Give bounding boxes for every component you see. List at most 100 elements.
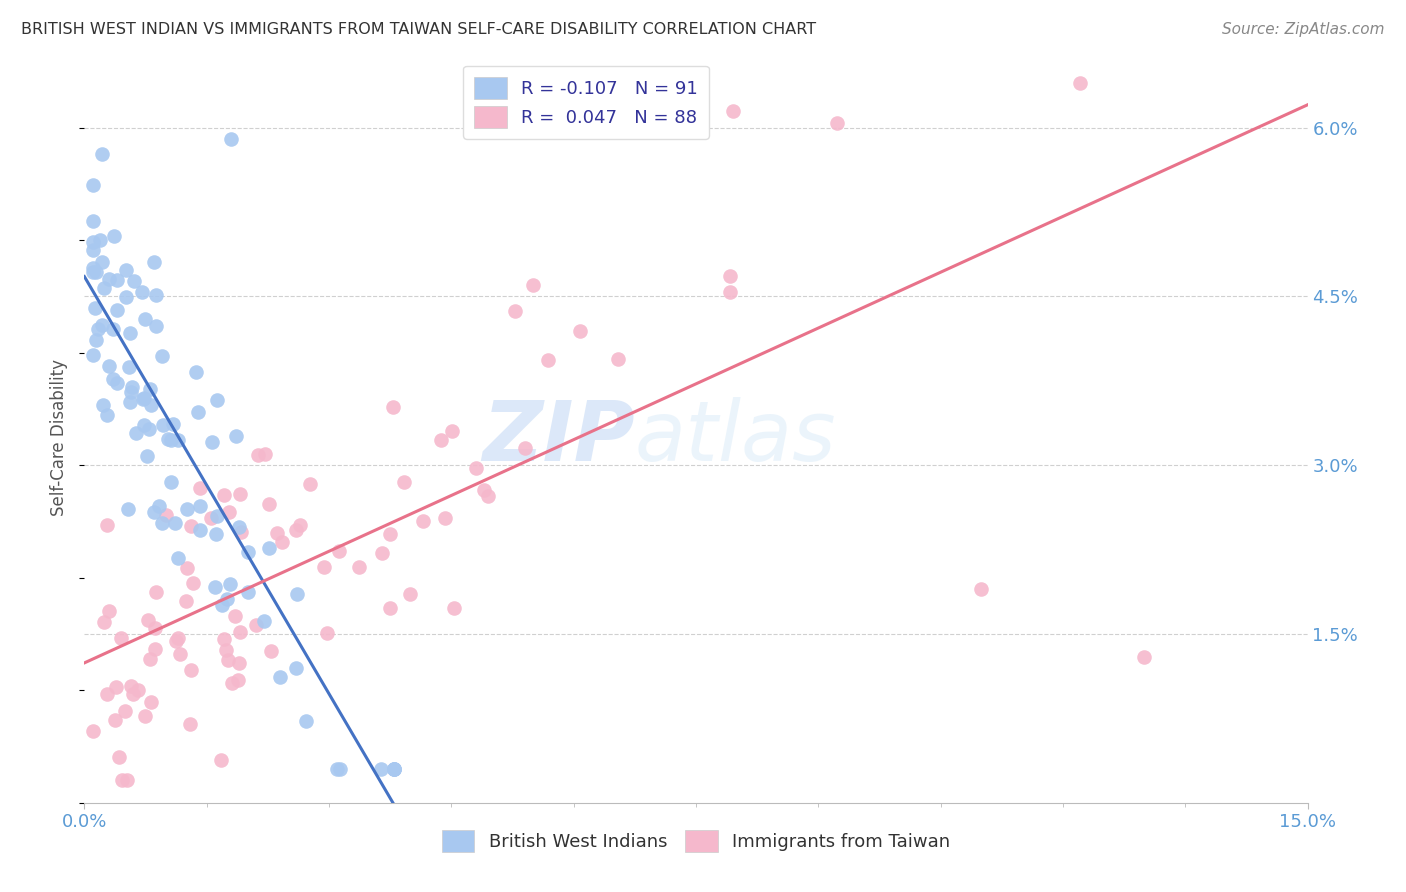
Point: [246, 448, 269, 462]
Point: [522, 278, 544, 293]
Point: [90, 147, 112, 161]
Point: [150, 516, 173, 530]
Point: [228, 487, 250, 501]
Point: [97, 359, 120, 373]
Point: [145, 318, 167, 333]
Point: [536, 353, 558, 368]
Text: atlas: atlas: [636, 397, 837, 477]
Point: [93, 281, 115, 295]
Point: [236, 585, 259, 599]
Point: [174, 594, 197, 608]
Point: [98, 604, 121, 618]
Point: [218, 505, 240, 519]
Point: [82, 235, 104, 250]
Text: ZIP: ZIP: [482, 397, 636, 477]
Point: [329, 762, 352, 776]
Point: [219, 132, 242, 146]
Point: [136, 613, 159, 627]
Point: [465, 460, 488, 475]
Point: [180, 663, 202, 677]
Point: [188, 481, 211, 495]
Point: [89, 233, 111, 247]
Point: [266, 525, 288, 540]
Point: [114, 705, 136, 719]
Point: [312, 560, 335, 574]
Point: [86, 321, 108, 335]
Point: [371, 545, 394, 559]
Point: [82, 178, 104, 192]
Point: [115, 290, 138, 304]
Point: [143, 255, 166, 269]
Point: [211, 598, 233, 612]
Point: [86, 265, 108, 279]
Point: [101, 322, 124, 336]
Point: [370, 762, 392, 776]
Point: [226, 673, 249, 687]
Point: [104, 713, 127, 727]
Point: [229, 624, 252, 639]
Point: [84, 333, 107, 347]
Point: [167, 631, 190, 645]
Point: [145, 641, 167, 656]
Point: [118, 326, 141, 340]
Point: [84, 301, 107, 315]
Point: [148, 500, 170, 514]
Point: [721, 104, 744, 119]
Point: [91, 255, 114, 269]
Point: [143, 621, 166, 635]
Point: [136, 449, 159, 463]
Point: [204, 580, 226, 594]
Point: [440, 424, 463, 438]
Point: [152, 418, 174, 433]
Point: [105, 303, 128, 318]
Point: [165, 633, 187, 648]
Point: [134, 391, 156, 405]
Point: [82, 724, 104, 739]
Point: [176, 561, 198, 575]
Point: [205, 392, 228, 407]
Point: [477, 489, 499, 503]
Point: [165, 516, 187, 531]
Point: [82, 214, 104, 228]
Point: [138, 422, 160, 436]
Point: [159, 433, 181, 447]
Point: [162, 417, 184, 431]
Point: [115, 263, 138, 277]
Point: [269, 669, 291, 683]
Point: [167, 434, 190, 448]
Point: [131, 285, 153, 300]
Point: [718, 268, 741, 283]
Point: [120, 384, 142, 399]
Point: [399, 587, 422, 601]
Point: [108, 750, 131, 764]
Point: [82, 243, 104, 257]
Point: [96, 687, 118, 701]
Point: [970, 582, 993, 596]
Point: [157, 433, 180, 447]
Point: [245, 618, 267, 632]
Text: Source: ZipAtlas.com: Source: ZipAtlas.com: [1222, 22, 1385, 37]
Point: [96, 517, 118, 532]
Point: [217, 653, 239, 667]
Point: [139, 695, 162, 709]
Point: [299, 476, 322, 491]
Point: [443, 601, 465, 615]
Point: [315, 625, 337, 640]
Point: [97, 272, 120, 286]
Point: [145, 585, 167, 599]
Point: [284, 524, 307, 538]
Point: [124, 275, 146, 289]
Point: [184, 366, 207, 380]
Point: [125, 425, 148, 440]
Point: [326, 762, 349, 776]
Point: [82, 260, 104, 275]
Point: [295, 714, 318, 728]
Point: [105, 376, 128, 390]
Point: [101, 372, 124, 386]
Point: [1133, 649, 1156, 664]
Point: [110, 631, 132, 645]
Point: [224, 609, 246, 624]
Point: [209, 753, 232, 767]
Point: [434, 510, 457, 524]
Point: [212, 632, 235, 646]
